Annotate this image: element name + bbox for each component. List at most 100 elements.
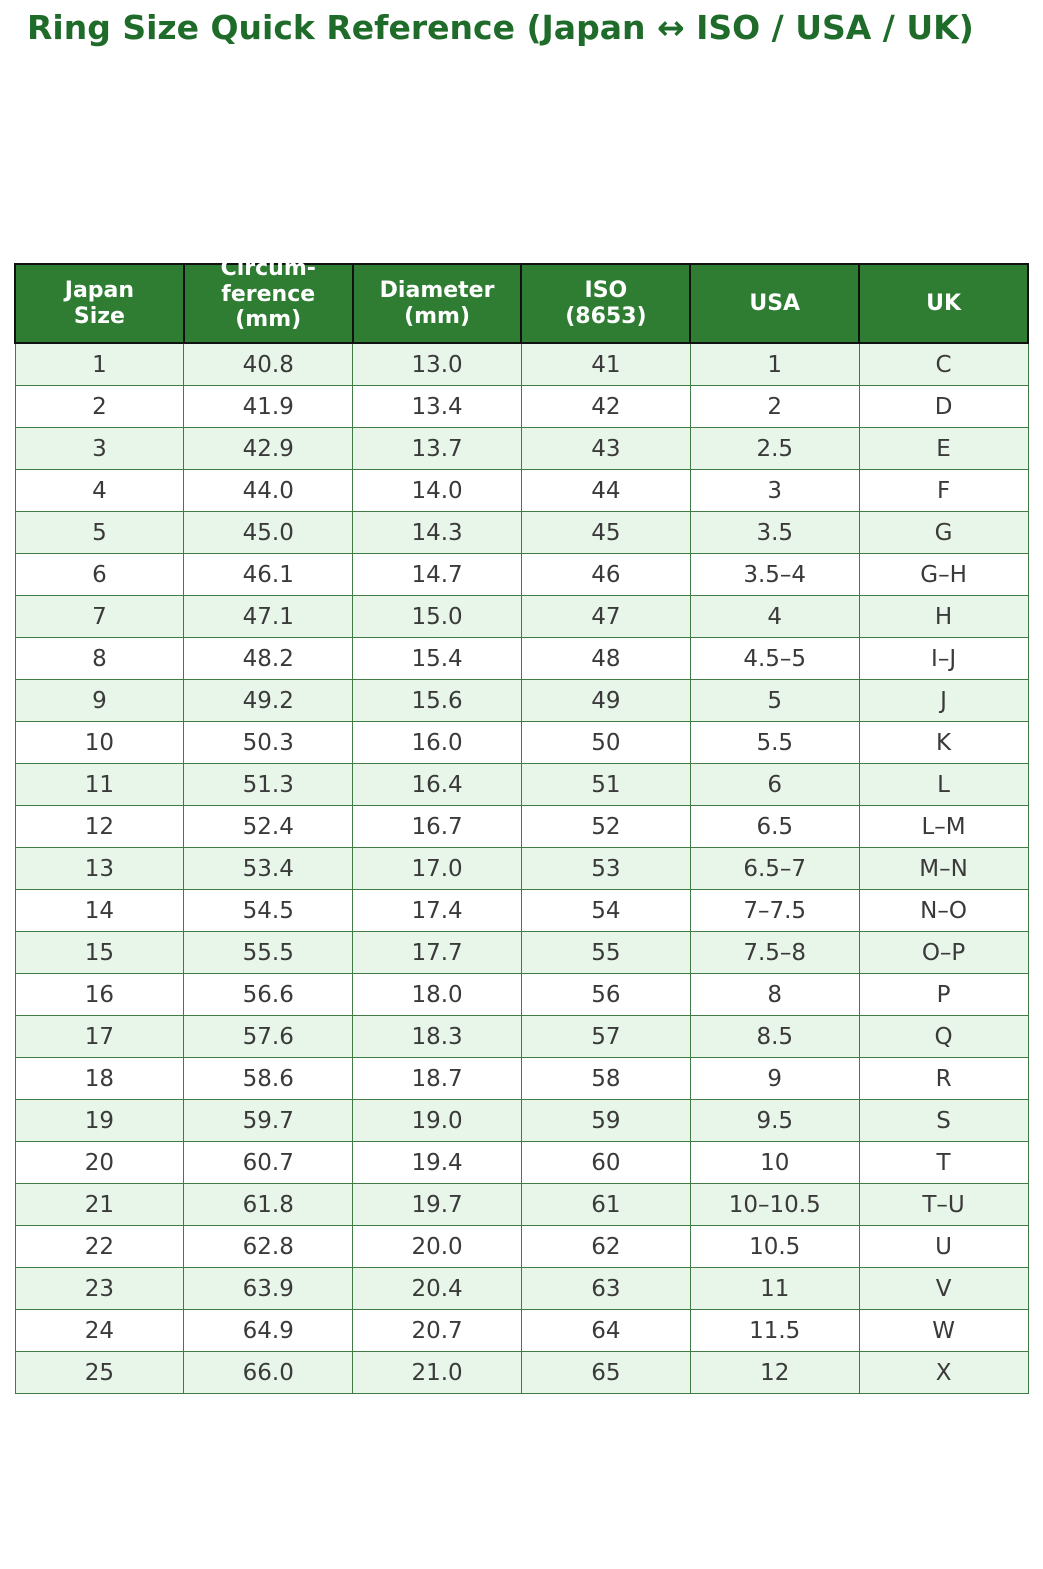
table-cell: T: [858, 1141, 1029, 1185]
col-header-circumference-label: Circum- ference (mm): [220, 256, 316, 333]
table-cell: 49.2: [183, 679, 354, 723]
table-cell: 14: [14, 889, 185, 933]
table-cell: 54.5: [183, 889, 354, 933]
table-cell: 13.7: [352, 427, 522, 471]
table-cell: 59: [520, 1099, 691, 1143]
table-cell: 53: [520, 847, 691, 891]
table-cell: 47: [520, 595, 691, 639]
table-cell: 17.4: [352, 889, 522, 933]
table-cell: 59.7: [183, 1099, 354, 1143]
table-cell: 3: [689, 469, 860, 513]
table-cell: J: [858, 679, 1029, 723]
table-cell: 4: [14, 469, 185, 513]
table-cell: 64.9: [183, 1309, 354, 1353]
table-row: 13 53.4 17.0 53 6.5–7 M–N: [14, 847, 1029, 891]
table-cell: 3.5–4: [689, 553, 860, 597]
table-cell: V: [858, 1267, 1029, 1311]
table-row: 18 58.6 18.7 58 9 R: [14, 1057, 1029, 1101]
col-header-uk: UK: [858, 262, 1029, 345]
table-cell: 19.7: [352, 1183, 522, 1227]
table-cell: 1: [689, 342, 860, 387]
table-row: 8 48.2 15.4 48 4.5–5 I–J: [14, 637, 1029, 681]
table-cell: 42.9: [183, 427, 354, 471]
table-cell: 16.7: [352, 805, 522, 849]
table-row: 4 44.0 14.0 44 3 F: [14, 469, 1029, 513]
table-row: 17 57.6 18.3 57 8.5 Q: [14, 1015, 1029, 1059]
ring-size-table: Japan Size Circum- ference (mm) Diameter…: [14, 256, 1029, 1395]
table-cell: 9: [14, 679, 185, 723]
table-row: 7 47.1 15.0 47 4 H: [14, 595, 1029, 639]
table-cell: 20.4: [352, 1267, 522, 1311]
table-cell: 3: [14, 427, 185, 471]
table-cell: 10: [689, 1141, 860, 1185]
table-cell: O–P: [858, 931, 1029, 975]
table-row: 1 40.8 13.0 41 1 C: [14, 342, 1029, 387]
table-cell: 55: [520, 931, 691, 975]
ring-size-table-container: Japan Size Circum- ference (mm) Diameter…: [14, 256, 1029, 1395]
table-cell: 16.0: [352, 721, 522, 765]
table-cell: 11.5: [689, 1309, 860, 1353]
table-cell: 6.5: [689, 805, 860, 849]
table-cell: 63.9: [183, 1267, 354, 1311]
page-title: Ring Size Quick Reference (Japan ↔ ISO /…: [27, 8, 974, 47]
table-cell: 46: [520, 553, 691, 597]
ring-size-table-body: 1 40.8 13.0 41 1 C 2 41.9 13.4 42 2 D 3 42.9 13.7 43 2.5…: [14, 342, 1029, 1395]
table-cell: 19.4: [352, 1141, 522, 1185]
table-cell: 18.0: [352, 973, 522, 1017]
table-cell: 13.0: [352, 342, 522, 387]
table-cell: 15.4: [352, 637, 522, 681]
table-cell: 23: [14, 1267, 185, 1311]
table-cell: 10–10.5: [689, 1183, 860, 1227]
table-cell: K: [858, 721, 1029, 765]
table-cell: 4: [689, 595, 860, 639]
table-cell: 64: [520, 1309, 691, 1353]
table-cell: G: [858, 511, 1029, 555]
table-cell: 6: [14, 553, 185, 597]
table-row: 22 62.8 20.0 62 10.5 U: [14, 1225, 1029, 1269]
table-cell: 9.5: [689, 1099, 860, 1143]
table-cell: H: [858, 595, 1029, 639]
table-cell: 14.3: [352, 511, 522, 555]
table-cell: 62.8: [183, 1225, 354, 1269]
table-cell: 6.5–7: [689, 847, 860, 891]
table-cell: 62: [520, 1225, 691, 1269]
table-cell: 58: [520, 1057, 691, 1101]
table-row: 2 41.9 13.4 42 2 D: [14, 385, 1029, 429]
table-row: 19 59.7 19.0 59 9.5 S: [14, 1099, 1029, 1143]
table-cell: 13: [14, 847, 185, 891]
table-cell: 40.8: [183, 342, 354, 387]
table-cell: 5.5: [689, 721, 860, 765]
table-cell: 17: [14, 1015, 185, 1059]
table-row: 23 63.9 20.4 63 11 V: [14, 1267, 1029, 1311]
table-cell: 55.5: [183, 931, 354, 975]
table-cell: 18.3: [352, 1015, 522, 1059]
table-cell: 57.6: [183, 1015, 354, 1059]
table-cell: L: [858, 763, 1029, 807]
table-cell: 20: [14, 1141, 185, 1185]
table-cell: 50: [520, 721, 691, 765]
col-header-circumference: Circum- ference (mm): [182, 256, 354, 345]
table-cell: 65: [520, 1351, 691, 1395]
table-cell: 4.5–5: [689, 637, 860, 681]
table-cell: L–M: [858, 805, 1029, 849]
table-cell: 66.0: [183, 1351, 354, 1395]
table-cell: 8: [689, 973, 860, 1017]
table-row: 20 60.7 19.4 60 10 T: [14, 1141, 1029, 1185]
table-cell: 15.6: [352, 679, 522, 723]
table-cell: 14.0: [352, 469, 522, 513]
table-row: 9 49.2 15.6 49 5 J: [14, 679, 1029, 723]
table-cell: X: [858, 1351, 1029, 1395]
table-cell: 18: [14, 1057, 185, 1101]
table-cell: I–J: [858, 637, 1029, 681]
table-cell: 10.5: [689, 1225, 860, 1269]
table-cell: 56: [520, 973, 691, 1017]
table-cell: Q: [858, 1015, 1029, 1059]
table-cell: 7: [14, 595, 185, 639]
table-cell: 16: [14, 973, 185, 1017]
table-cell: 12: [14, 805, 185, 849]
table-cell: 21: [14, 1183, 185, 1227]
table-cell: U: [858, 1225, 1029, 1269]
table-cell: 53.4: [183, 847, 354, 891]
table-cell: 8: [14, 637, 185, 681]
table-cell: 43: [520, 427, 691, 471]
